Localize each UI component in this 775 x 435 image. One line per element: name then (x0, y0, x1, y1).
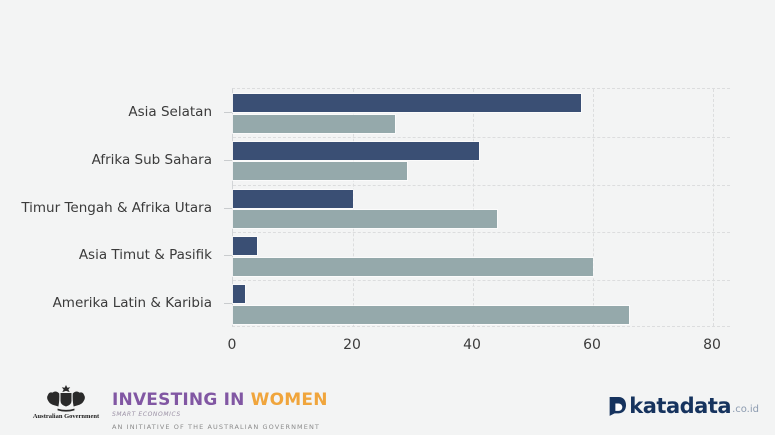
iw-title: INVESTING IN WOMEN (112, 392, 328, 409)
australian-government-label: Australian Government (32, 413, 100, 420)
bar-series-dark-blue-0 (233, 94, 581, 112)
bar-series-light-gray-1 (233, 162, 407, 181)
bar-series-dark-blue-4 (233, 285, 245, 304)
row-separator (233, 280, 730, 282)
gridline-20 (353, 89, 354, 326)
bar-series-light-gray-2 (233, 210, 497, 229)
gridline-40 (473, 89, 474, 326)
coat-of-arms-icon (47, 385, 85, 412)
category-label-3: Asia Timut & Pasifik (78, 247, 212, 264)
category-label-4: Amerika Latin & Karibia (52, 295, 212, 312)
bar-series-light-gray-4 (233, 305, 629, 324)
iw-wordmark: INVESTING IN WOMEN SMART ECONOMICS AN IN… (112, 385, 328, 432)
x-tick-label-80: 80 (703, 337, 721, 353)
gridline-60 (593, 89, 594, 326)
y-tick-mark (224, 255, 232, 257)
bar-series-light-gray-3 (233, 257, 593, 276)
iw-title-women: WOMEN (250, 390, 328, 410)
australian-government-crest: Australian Government (30, 385, 102, 420)
category-label-2: Timur Tengah & Afrika Utara (21, 199, 212, 216)
iw-title-investing-in: INVESTING IN (112, 390, 251, 410)
row-separator (233, 232, 730, 234)
y-tick-mark (224, 111, 232, 113)
y-tick-mark (224, 159, 232, 161)
x-tick-label-40: 40 (463, 337, 481, 353)
bar-series-dark-blue-1 (233, 141, 479, 160)
plot-area (232, 88, 730, 327)
katadata-domain-suffix: .co.id (732, 404, 759, 415)
category-label-0: Asia Selatan (128, 103, 212, 120)
iw-initiative-line: AN INITIATIVE OF THE AUSTRALIAN GOVERNME… (112, 423, 320, 431)
investing-in-women-logo: Australian Government INVESTING IN WOMEN… (30, 385, 328, 431)
x-tick-label-20: 20 (343, 337, 361, 353)
bar-series-light-gray-0 (233, 114, 395, 133)
category-label-1: Afrika Sub Sahara (91, 151, 212, 168)
katadata-wordmark: katadata (629, 394, 732, 418)
katadata-d-icon (609, 397, 627, 416)
row-separator (233, 136, 730, 138)
category-axis: Asia Selatan Afrika Sub Sahara Timur Tenga… (0, 88, 222, 327)
bar-series-dark-blue-2 (233, 189, 353, 208)
row-separator (233, 184, 730, 186)
gridline-80 (713, 89, 714, 326)
x-tick-label-0: 0 (227, 337, 237, 353)
iw-tagline: SMART ECONOMICS (112, 411, 181, 418)
katadata-logo: katadata .co.id (608, 395, 759, 417)
y-tick-mark (224, 207, 232, 209)
bar-series-dark-blue-3 (233, 237, 257, 256)
x-tick-label-60: 60 (583, 337, 601, 353)
y-tick-mark (224, 303, 232, 305)
